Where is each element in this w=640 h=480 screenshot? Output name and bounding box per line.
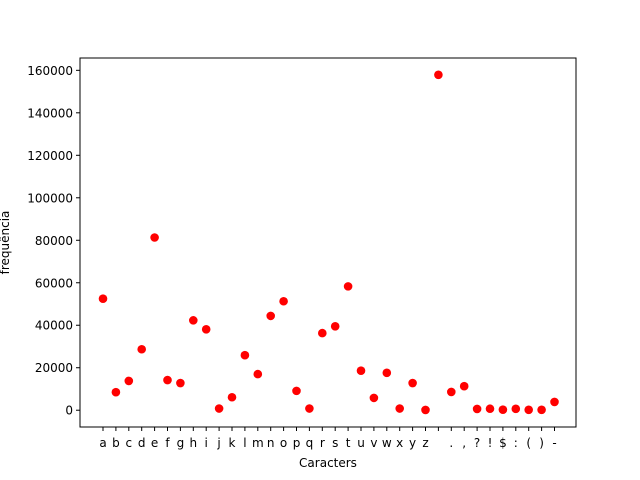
x-axis-label: Caracters [299,456,357,470]
x-tick-label: h [189,436,197,450]
x-tick-label: k [229,436,236,450]
y-tick-label: 20000 [35,361,73,375]
data-point [253,369,263,379]
x-tick-label: y [409,436,416,450]
data-point [266,311,276,321]
data-point [550,397,559,407]
data-point [124,376,134,386]
data-point [150,233,159,242]
data-point [369,393,379,403]
x-tick-label: q [306,436,314,450]
x-tick-label: r [320,436,325,450]
y-tick-label: 40000 [35,319,73,333]
x-tick-label: o [280,436,287,450]
x-tick-label: t [346,436,351,450]
data-point [382,368,392,378]
data-point [421,405,430,415]
y-tick-label: 0 [65,404,73,418]
data-point [163,375,172,385]
x-tick-label: ! [488,436,493,450]
y-tick-label: 80000 [35,234,73,248]
y-axis-label: frequência [0,211,12,275]
x-tick-label: i [205,436,208,450]
y-tick-label: 160000 [27,64,73,78]
x-tick-label: ) [539,436,544,450]
data-point [343,282,353,291]
x-tick-label: g [177,436,185,450]
x-tick-label: c [125,436,132,450]
x-tick-label: s [332,436,338,450]
x-tick-label: w [382,436,392,450]
x-tick-label: v [370,436,377,450]
data-point [330,322,340,331]
x-tick-label: a [99,436,106,450]
data-point [408,378,417,388]
data-point [485,404,495,414]
x-tick-label: ( [526,436,531,450]
x-tick-label: f [165,436,170,450]
data-point [537,405,546,415]
data-point [498,405,508,414]
x-tick-label: b [112,436,120,450]
x-tick-label: , [462,436,466,450]
x-tick-label: n [267,436,275,450]
data-points [98,70,559,415]
data-point [395,404,405,413]
x-tick-label: l [243,436,246,450]
x-tick-label: $ [499,436,507,450]
x-tick-label: ? [474,436,480,450]
data-point [214,404,224,413]
data-point [305,404,314,413]
x-tick-label: : [514,436,518,450]
y-tick-label: 140000 [27,106,73,120]
data-point [98,294,108,303]
x-tick-label: j [216,436,220,450]
data-point [524,405,533,415]
data-point [279,296,288,306]
x-tick-label: m [252,436,264,450]
data-point [111,387,121,397]
x-tick-label: - [552,436,556,450]
data-point [459,381,469,391]
x-tick-label: . [449,436,453,450]
y-tick-label: 120000 [27,149,73,163]
data-point [189,316,198,325]
data-point [511,404,521,414]
plot-area [79,57,577,428]
data-point [318,328,327,338]
data-point [472,404,482,414]
x-tick-label: x [396,436,403,450]
data-point [434,70,443,80]
data-point [292,386,301,396]
x-tick-label: u [357,436,365,450]
y-axis-ticks: 0 20000 40000 60000 80000 100000 120000 140000 1… [27,64,80,418]
x-tick-label: p [293,436,301,450]
data-point [176,378,185,388]
y-tick-label: 60000 [35,276,73,290]
data-point [201,324,211,334]
x-tick-label: e [151,436,158,450]
x-tick-label: d [138,436,146,450]
data-point [240,350,250,360]
data-point [356,366,366,376]
data-point [137,344,146,354]
x-tick-label: z [422,436,428,450]
y-tick-label: 100000 [27,191,73,205]
data-point [447,387,456,397]
data-point [227,392,237,402]
